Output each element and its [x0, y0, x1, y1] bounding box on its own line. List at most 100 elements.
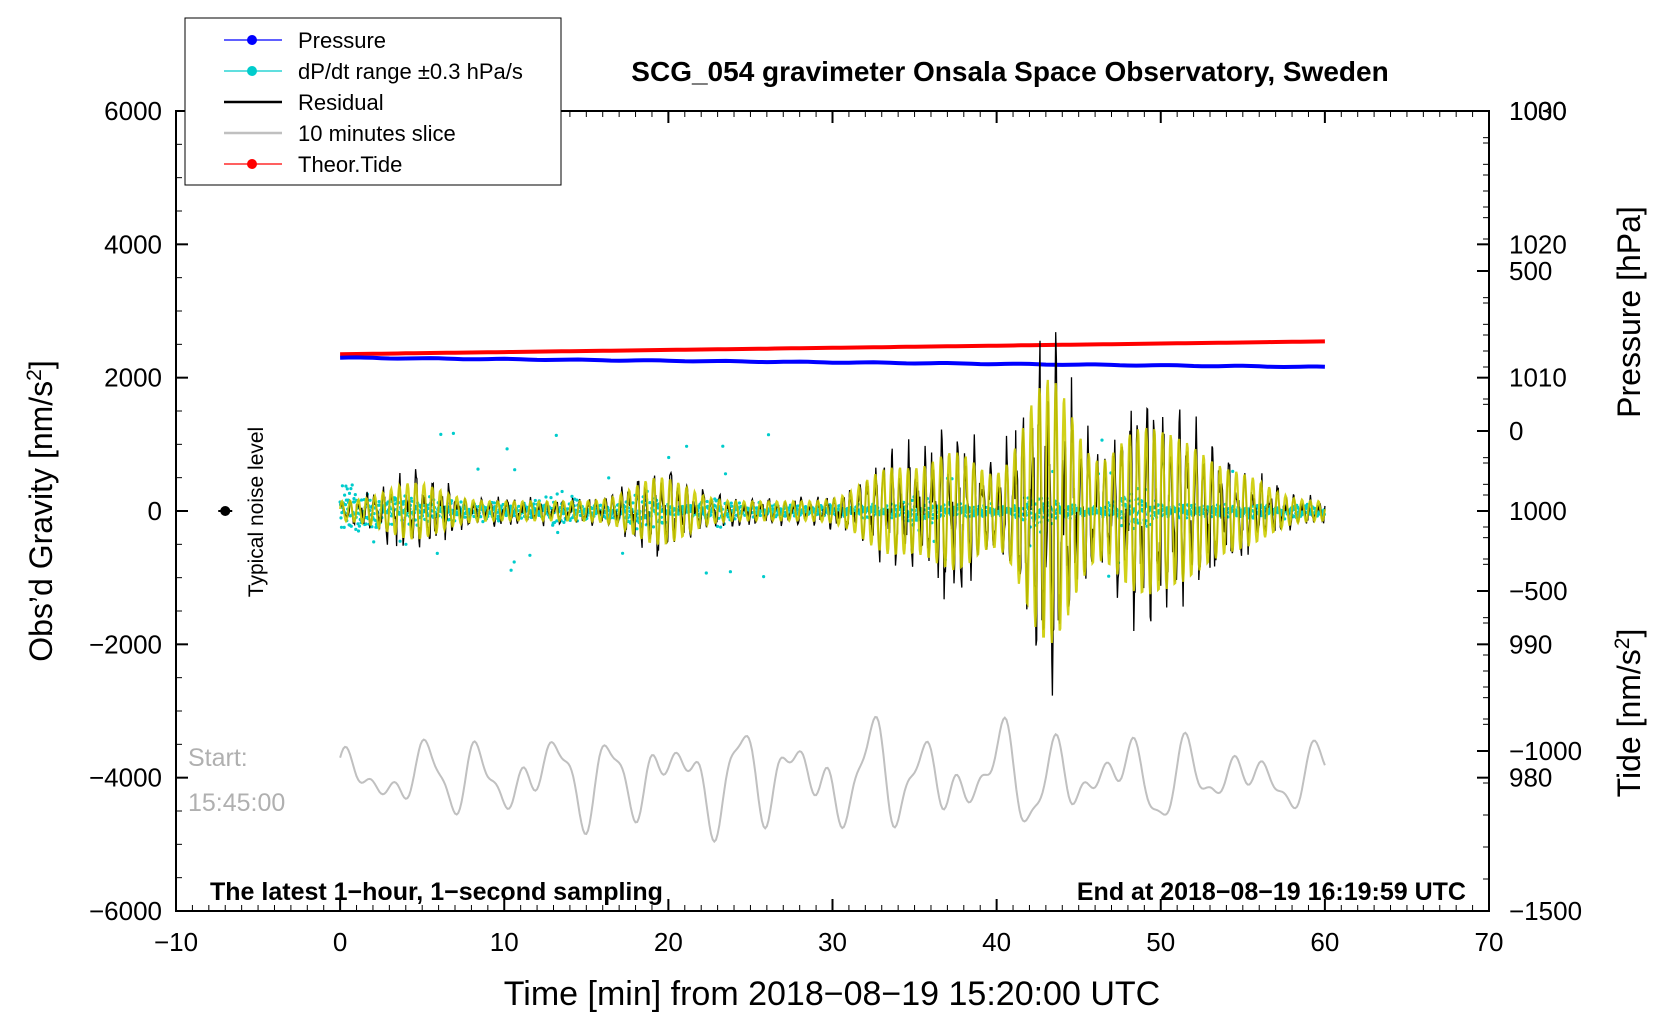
- axis-ticks: −10 0 10 20 30 40 50 60 70−6000−4000−20000200040…: [89, 96, 1582, 957]
- dpdt-point: [796, 504, 800, 508]
- dpdt-point: [623, 505, 627, 509]
- dpdt-point: [762, 575, 766, 579]
- dpdt-point: [476, 467, 480, 471]
- dpdt-point: [1107, 574, 1111, 578]
- y-pressure-tick-label: 1030: [1509, 96, 1567, 126]
- dpdt-point: [705, 499, 709, 504]
- dpdt-point: [556, 530, 560, 535]
- dpdt-point: [599, 503, 603, 507]
- y-gravity-tick-label: 0: [148, 496, 162, 526]
- dpdt-point: [528, 553, 532, 557]
- y-tide-tick-label: 0: [1509, 416, 1523, 446]
- dpdt-point: [570, 494, 574, 498]
- legend-swatch-dot: [247, 35, 257, 45]
- dpdt-point: [406, 511, 410, 515]
- dpdt-point: [492, 501, 496, 505]
- dpdt-point: [621, 551, 625, 555]
- y-pressure-tick-label: 1010: [1509, 363, 1567, 393]
- start-label: Start:: [188, 744, 248, 772]
- y-pressure-tick-label: 1000: [1509, 496, 1567, 526]
- dpdt-point: [721, 444, 725, 448]
- y-gravity-tick-label: 2000: [104, 363, 162, 393]
- y-axis-label-gravity: Obs’d Gravity [nm/s2]: [23, 360, 60, 662]
- dpdt-point: [410, 499, 414, 503]
- dpdt-point: [343, 503, 348, 507]
- dpdt-point: [368, 498, 372, 502]
- dpdt-point: [1231, 469, 1235, 473]
- y-tide-tick-label: 500: [1509, 256, 1552, 286]
- dpdt-point: [787, 506, 791, 510]
- x-axis-label: Time [min] from 2018−08−19 15:20:00 UTC: [504, 975, 1160, 1013]
- dpdt-point: [1054, 511, 1058, 515]
- dpdt-point: [356, 522, 360, 526]
- dpdt-point: [685, 444, 689, 448]
- legend-label: Residual: [298, 90, 384, 115]
- dpdt-point: [575, 498, 579, 502]
- dpdt-point: [715, 524, 720, 529]
- dpdt-point: [496, 514, 500, 518]
- dpdt-point: [549, 496, 553, 500]
- dpdt-point: [730, 504, 734, 508]
- legend-label: Theor.Tide: [298, 152, 402, 177]
- theor-tide-line: [340, 339, 1325, 357]
- dpdt-point: [1296, 505, 1300, 509]
- legend-label: 10 minutes slice: [298, 121, 456, 146]
- x-tick-label: 30: [818, 927, 847, 957]
- y-tide-tick-label: −1500: [1509, 896, 1582, 926]
- dpdt-point: [704, 571, 708, 575]
- dpdt-point: [481, 520, 485, 524]
- dpdt-point: [345, 487, 349, 491]
- x-tick-label: 40: [982, 927, 1011, 957]
- y-gravity-tick-label: −6000: [89, 896, 162, 926]
- dpdt-point: [426, 506, 430, 511]
- dpdt-point: [356, 529, 361, 533]
- data-series: [218, 332, 1326, 844]
- residual-filtered-line: [339, 379, 1326, 643]
- dpdt-point: [401, 502, 405, 506]
- dpdt-point: [354, 527, 358, 532]
- dpdt-point: [660, 521, 665, 525]
- dpdt-point: [519, 516, 524, 520]
- dpdt-point: [723, 472, 728, 476]
- bottom-right-note: End at 2018−08−19 16:19:59 UTC: [1077, 878, 1466, 906]
- dpdt-point: [370, 525, 374, 529]
- dpdt-point: [435, 551, 439, 556]
- dpdt-point: [758, 513, 763, 518]
- dpdt-point: [552, 520, 557, 525]
- dpdt-point: [728, 570, 733, 574]
- y-tide-tick-label: −1000: [1509, 736, 1582, 766]
- dpdt-point: [439, 432, 443, 436]
- dpdt-point: [347, 491, 352, 495]
- dpdt-point: [404, 542, 408, 546]
- dpdt-point: [555, 519, 559, 523]
- dpdt-point: [529, 515, 533, 520]
- x-tick-label: 0: [333, 927, 347, 957]
- y-gravity-tick-label: 4000: [104, 229, 162, 259]
- bottom-left-note: The latest 1−hour, 1−second sampling: [210, 878, 663, 906]
- dpdt-point: [1140, 503, 1144, 507]
- dpdt-point: [570, 516, 575, 520]
- dpdt-point: [544, 495, 548, 499]
- dpdt-point: [713, 504, 717, 508]
- dpdt-point: [340, 484, 344, 488]
- x-tick-label: 60: [1310, 927, 1339, 957]
- y-tide-tick-label: 1000: [1509, 96, 1567, 126]
- x-tick-label: 20: [654, 927, 683, 957]
- dpdt-point: [342, 525, 346, 530]
- dpdt-point: [578, 513, 583, 518]
- dpdt-point: [1100, 438, 1104, 442]
- dpdt-point: [648, 501, 652, 505]
- chart-title: SCG_054 gravimeter Onsala Space Observat…: [631, 56, 1388, 87]
- legend-entries: Pressure dP/dt range ±0.3 hPa/s Residual 10…: [224, 28, 523, 177]
- dpdt-point: [497, 519, 501, 523]
- dpdt-point: [352, 500, 356, 504]
- dpdt-point: [651, 525, 656, 529]
- dpdt-point: [409, 496, 413, 500]
- y-axis-label-pressure: Pressure [hPa]: [1611, 206, 1647, 418]
- dpdt-point: [364, 522, 368, 526]
- dpdt-point: [770, 504, 774, 508]
- dpdt-point: [451, 431, 455, 435]
- dpdt-point: [562, 520, 566, 525]
- dpdt-point: [390, 522, 394, 526]
